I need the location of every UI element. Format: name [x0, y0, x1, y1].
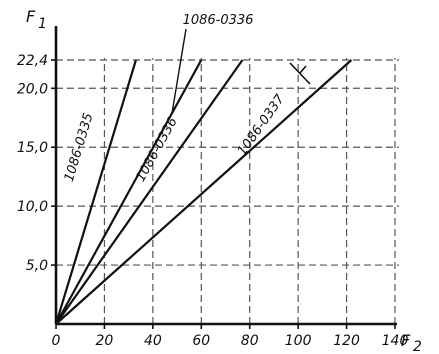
y-axis-title: F	[26, 7, 36, 26]
series-line	[55, 59, 353, 325]
x-tick-label: 60	[192, 333, 210, 349]
series-lines	[54, 59, 353, 325]
y-tick-label: 15,0	[17, 140, 48, 156]
x-tick-label: 140	[382, 333, 409, 349]
x-axis-title: F	[401, 331, 411, 350]
x-tick-label: 0	[52, 333, 61, 349]
y-tick-label: 20,0	[17, 81, 48, 97]
series-line	[54, 59, 137, 325]
x-tick-label: 100	[285, 333, 312, 349]
axes	[51, 26, 397, 329]
series-line	[55, 59, 203, 325]
grid-lines	[56, 58, 399, 324]
series-line	[55, 59, 244, 325]
series-label: 1086-0336	[183, 13, 254, 28]
y-axis-title-subscript: 1	[38, 16, 47, 32]
series-label: 1086-0336	[133, 115, 180, 184]
x-tick-label: 80	[241, 333, 259, 349]
y-tick-label: 5,0	[26, 258, 48, 274]
x-axis-title-subscript: 2	[413, 339, 422, 354]
x-tick-label: 20	[96, 333, 114, 349]
arrow-mark	[289, 62, 311, 85]
y-tick-label: 10,0	[17, 199, 48, 215]
series-label: 1086-0337	[235, 91, 289, 158]
labels: 0 20 40 60 80 100 120 140 5,0 10,0 15,0 20,0 22,4 108…	[17, 7, 422, 354]
x-tick-label: 40	[144, 333, 162, 349]
y-tick-label: 22,4	[17, 53, 48, 69]
x-tick-label: 120	[333, 333, 360, 349]
leader-line	[171, 28, 187, 112]
